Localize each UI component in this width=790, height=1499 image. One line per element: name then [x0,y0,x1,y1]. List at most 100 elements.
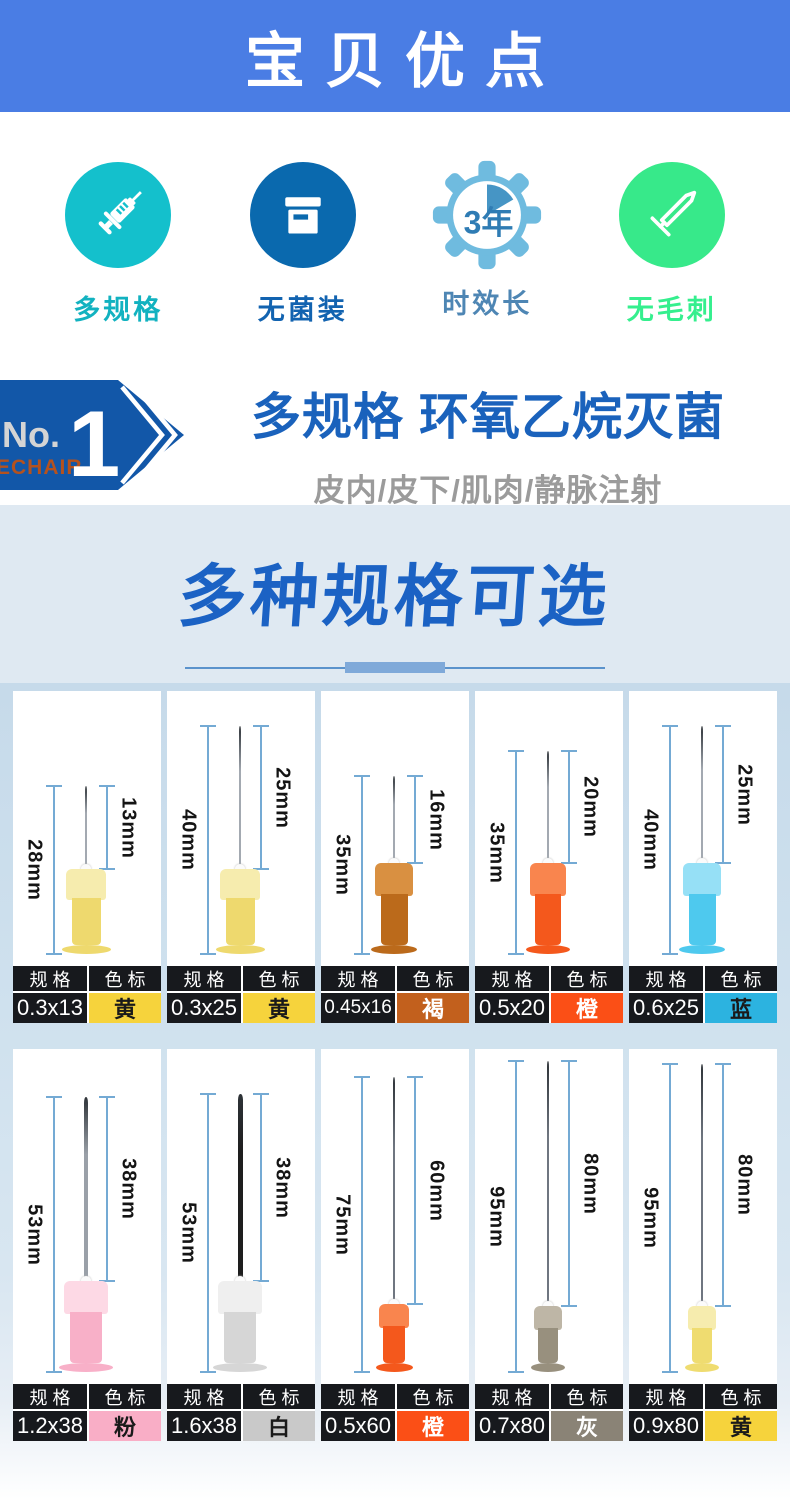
dimension-line-cap [715,1305,731,1307]
needle-shaft [547,751,549,871]
needle-length-label: 25mm [733,763,756,826]
dimension-line [53,786,55,954]
cap-body [71,898,101,945]
needle-hub [81,1276,91,1285]
spec-card: 35mm 16mm 规格 色标 0.45x16 褐 [321,691,469,1023]
color-header-cell: 色标 [243,1384,315,1409]
total-length-label: 28mm [23,839,46,901]
spec-value: 0.3x25 [167,993,241,1023]
dimension-line-cap [253,725,269,727]
dimension-line [568,751,570,863]
spec-table: 规格 色标 0.3x25 黄 [167,966,315,1023]
cap-collar [379,1304,409,1328]
spec-table-value-row: 0.6x25 蓝 [629,993,777,1023]
cap-flange [679,945,725,954]
title-divider [0,662,790,674]
spec-card: 75mm 60mm 规格 色标 0.5x60 橙 [321,1049,469,1441]
spec-table: 规格 色标 1.6x38 白 [167,1384,315,1441]
smooth-needle-icon [618,162,725,268]
spec-table-value-row: 1.2x38 粉 [13,1411,161,1441]
spec-table-header-row: 规格 色标 [167,1384,315,1409]
color-swatch: 黄 [243,993,315,1023]
spec-table-header-row: 规格 色标 [167,966,315,991]
spec-value: 0.5x60 [321,1411,395,1441]
needle-length-label: 80mm [579,1152,602,1215]
cap-collar [683,863,721,896]
needle-image: 95mm 80mm [629,1049,777,1384]
dimension-line [722,726,724,863]
color-swatch: 黄 [705,1411,777,1441]
spec-value: 0.45x16 [321,993,395,1023]
spec-value: 0.9x80 [629,1411,703,1441]
color-swatch: 橙 [551,993,623,1023]
dimension-line-cap [99,785,115,787]
cap-collar [220,869,260,900]
needle-shaft [85,786,87,877]
needle-length-label: 13mm [117,796,140,859]
feature-no-burr: 无毛刺 [580,112,765,365]
dimension-line-cap [99,868,115,870]
needle-length-label: 16mm [425,788,448,851]
color-swatch: 橙 [397,1411,469,1441]
cap-body [225,898,255,945]
spec-header-cell: 规格 [629,966,703,991]
needle-hub [697,858,707,867]
cap-flange [526,945,570,954]
divider-accent [345,662,445,673]
spec-table: 规格 色标 0.5x60 橙 [321,1384,469,1441]
total-length-label: 75mm [331,1193,354,1256]
spec-header-cell: 规格 [629,1384,703,1409]
cap-flange [685,1363,719,1372]
dimension-line [669,726,671,954]
spec-table-value-row: 1.6x38 白 [167,1411,315,1441]
color-header-cell: 色标 [397,1384,469,1409]
dimension-line-cap [407,1076,423,1078]
cap-body [383,1326,405,1363]
dimension-line-cap [46,785,62,787]
needle-image: 40mm 25mm [629,691,777,966]
color-swatch: 粉 [89,1411,161,1441]
dimension-line-cap [99,1280,115,1282]
dimension-line-cap [354,1076,370,1078]
spec-table-header-row: 规格 色标 [13,1384,161,1409]
spec-card: 40mm 25mm 规格 色标 0.3x25 黄 [167,691,315,1023]
dimension-line-cap [46,1371,62,1373]
spec-table-value-row: 0.45x16 褐 [321,993,469,1023]
needle-image: 35mm 20mm [475,691,623,966]
needle-hub [697,1301,707,1310]
dimension-line-cap [561,862,577,864]
no1-prefix: No. [2,414,60,455]
dimension-line-cap [508,750,524,752]
top-banner: 宝贝优点 [0,0,790,112]
spec-table-value-row: 0.3x25 黄 [167,993,315,1023]
syringe-icon [65,162,172,268]
feature-label: 无毛刺 [626,295,717,325]
dimension-line-cap [561,750,577,752]
total-length-label: 53mm [177,1202,200,1264]
color-header-cell: 色标 [705,1384,777,1409]
spec-table: 规格 色标 0.45x16 褐 [321,966,469,1023]
spec-card: 53mm 38mm 规格 色标 1.6x38 白 [167,1049,315,1441]
total-length-label: 35mm [331,834,354,896]
cap-body [380,894,408,945]
cap-body [70,1312,102,1363]
dimension-line [414,1077,416,1304]
gear-clock-icon: 3年 [428,156,546,274]
color-header-cell: 色标 [243,966,315,991]
dimension-line [207,726,209,954]
feature-row: 多规格 无菌装 [0,112,790,365]
spec-value: 0.7x80 [475,1411,549,1441]
needle-shaft [393,776,395,871]
dimension-line-cap [715,1063,731,1065]
needle-length-label: 38mm [117,1158,140,1220]
specs-heading-section: 多种规格可选 [0,505,790,683]
dimension-line-cap [46,953,62,955]
dimension-line-cap [662,725,678,727]
dimension-line-cap [561,1305,577,1307]
dimension-line-cap [99,1096,115,1098]
spec-table-header-row: 规格 色标 [475,966,623,991]
total-length-label: 40mm [639,809,662,871]
dimension-line [260,726,262,869]
feature-multi-spec: 多规格 [26,112,211,365]
needle-image: 28mm 13mm [13,691,161,966]
